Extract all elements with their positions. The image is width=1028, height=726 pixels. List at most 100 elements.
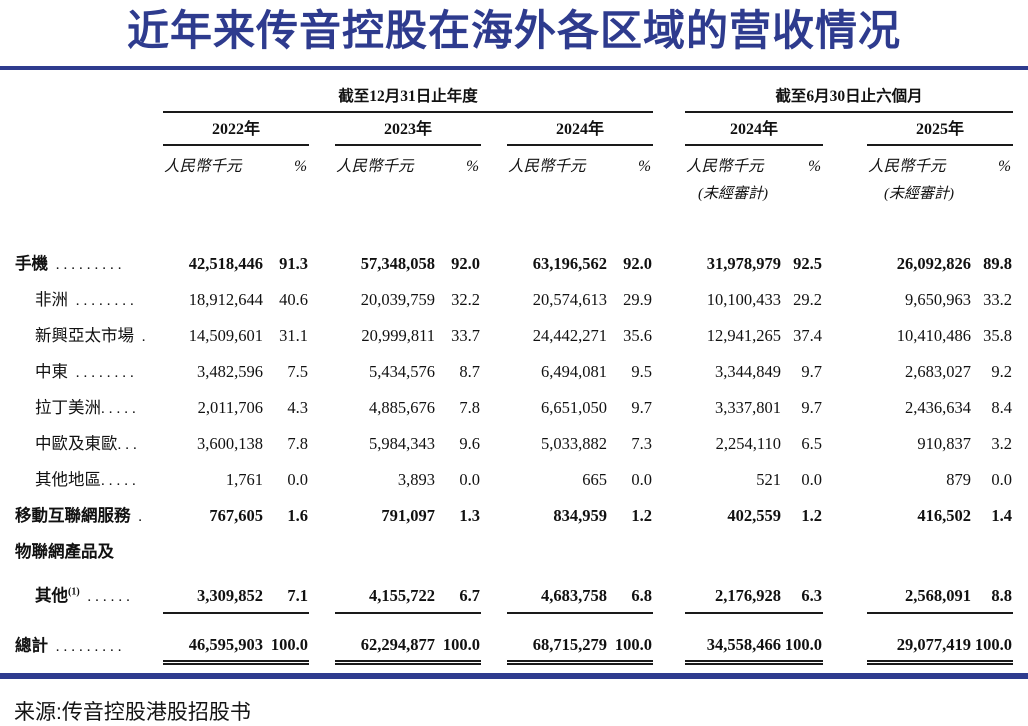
value-cell: 910,837: [917, 433, 972, 453]
value-cell: 46,595,903: [163, 612, 263, 666]
leader-dots: ...: [117, 436, 141, 453]
leader-dots: .: [134, 328, 150, 345]
table-row-middle-east: 中東 ........ 3,482,596 7.5 5,434,576 8.7 …: [15, 353, 1013, 389]
value-cell: 29,077,419: [867, 612, 972, 666]
row-label-text: 手機: [15, 253, 48, 273]
percent-cell: 40.6: [279, 289, 308, 309]
unit-header: 人民幣千元: [868, 157, 946, 175]
value-cell: 31,978,979: [706, 253, 782, 273]
value-cell: 68,715,279: [507, 612, 607, 666]
value-cell: 521: [756, 469, 782, 489]
percent-cell: 7.1: [263, 568, 309, 614]
leader-dots: ......: [79, 588, 134, 605]
percent-cell: 1.3: [459, 505, 480, 525]
leader-dots: .........: [48, 638, 126, 655]
period-header-row: 截至12月31日止年度 截至6月30日止六個月: [15, 83, 1014, 113]
percent-cell: 9.7: [801, 397, 823, 417]
percent-cell: 91.3: [279, 253, 308, 273]
unit-header-row: 人民幣千元 % 人民幣千元 % 人民幣千元 % 人民幣千元 % 人民幣千元 %: [15, 145, 1013, 176]
row-label: 其他(1) ......: [15, 569, 163, 613]
year-header-2023: 2023年: [335, 111, 481, 146]
percent-cell: 7.5: [287, 361, 308, 381]
year-header-row: 2022年 2023年 2024年 2024年 2025年: [15, 111, 1014, 146]
value-cell: 791,097: [381, 505, 435, 525]
value-cell: 4,885,676: [369, 397, 435, 417]
value-cell: 1,761: [225, 469, 263, 489]
table-row-total: 總計 ......... 46,595,903 100.0 62,294,877…: [15, 612, 1014, 666]
row-label-text: 其他地區: [35, 469, 101, 489]
value-cell: 6,494,081: [541, 361, 607, 381]
percent-cell: 8.8: [971, 568, 1014, 614]
percent-cell: 0.0: [991, 469, 1013, 489]
value-cell: 20,039,759: [360, 289, 435, 309]
percent-cell: 6.8: [607, 568, 654, 614]
leader-dots: ........: [68, 292, 138, 309]
year-header-2024: 2024年: [507, 111, 654, 146]
value-cell: 20,574,613: [532, 289, 607, 309]
unit-header: 人民幣千元: [508, 157, 586, 175]
percent-header: %: [294, 157, 307, 175]
bottom-divider: [0, 673, 1028, 680]
row-label-text: 新興亞太市場: [35, 325, 134, 345]
value-cell: 24,442,271: [532, 325, 607, 345]
value-cell: 834,959: [553, 505, 607, 525]
percent-cell: 100.0: [607, 612, 654, 666]
leader-dots: .....: [101, 472, 140, 489]
percent-cell: 35.8: [983, 325, 1013, 345]
percent-cell: 32.2: [451, 289, 480, 309]
table-row-iot-products-and: 物聯網產品及: [15, 533, 1013, 569]
leader-dots: .....: [101, 400, 140, 417]
row-label: 中歐及東歐...: [15, 425, 163, 461]
percent-cell: 100.0: [263, 612, 309, 666]
value-cell: 26,092,826: [896, 253, 972, 273]
value-cell: 4,155,722: [335, 568, 435, 614]
percent-cell: 29.2: [793, 289, 823, 309]
value-cell: 42,518,446: [188, 253, 263, 273]
percent-cell: 1.2: [801, 505, 823, 525]
value-cell: 402,559: [727, 505, 782, 525]
title-divider: [0, 65, 1028, 70]
value-cell: 9,650,963: [905, 289, 972, 309]
table-row-other-regions: 其他地區..... 1,761 0.0 3,893 0.0 665 0.0 52…: [15, 461, 1013, 497]
value-cell: 6,651,050: [541, 397, 607, 417]
percent-cell: 0.0: [287, 469, 308, 489]
percent-cell: 0.0: [801, 469, 823, 489]
value-cell: 10,410,486: [896, 325, 972, 345]
percent-cell: 6.5: [801, 433, 823, 453]
value-cell: 5,984,343: [369, 433, 435, 453]
percent-cell: 1.2: [631, 505, 653, 525]
unaudited-row: (未經審計) (未經審計): [15, 176, 1013, 203]
value-cell: 34,558,466: [685, 612, 782, 666]
row-label-text: 其他: [35, 585, 68, 605]
percent-header: %: [998, 157, 1012, 175]
value-cell: 62,294,877: [335, 612, 435, 666]
table-row-emerging-apac: 新興亞太市場 . 14,509,601 31.1 20,999,811 33.7…: [15, 317, 1013, 353]
unaudited-note: (未經審計): [884, 185, 955, 202]
row-label: 非洲 ........: [15, 281, 163, 317]
row-label: 總計 .........: [15, 613, 163, 663]
unit-header: 人民幣千元: [336, 157, 414, 175]
value-cell: 3,337,801: [715, 397, 782, 417]
row-label-text: 移動互聯網服務: [15, 505, 131, 525]
unit-header: 人民幣千元: [164, 157, 242, 175]
value-cell: 3,482,596: [197, 361, 263, 381]
row-label: 其他地區.....: [15, 461, 163, 497]
row-label-text: 總計: [15, 635, 48, 655]
row-label: 手機 .........: [15, 245, 163, 281]
value-cell: 2,568,091: [867, 568, 972, 614]
year-header-2024-interim: 2024年: [685, 111, 824, 146]
value-cell: 665: [582, 469, 607, 489]
percent-cell: 1.6: [287, 505, 308, 525]
value-cell: 4,683,758: [507, 568, 607, 614]
percent-cell: 8.4: [991, 397, 1013, 417]
percent-cell: 92.0: [451, 253, 480, 273]
table-row-mobile-internet-services: 移動互聯網服務 . 767,605 1.6 791,097 1.3 834,95…: [15, 497, 1013, 533]
row-label-text: 中東: [35, 361, 68, 381]
percent-cell: 9.7: [801, 361, 823, 381]
value-cell: 879: [946, 469, 972, 489]
percent-cell: 7.8: [287, 433, 308, 453]
percent-cell: 0.0: [459, 469, 480, 489]
source-note: 来源:传音控股港股招股书: [14, 701, 251, 725]
percent-cell: 92.0: [623, 253, 653, 273]
row-label-text: 拉丁美洲: [35, 397, 101, 417]
